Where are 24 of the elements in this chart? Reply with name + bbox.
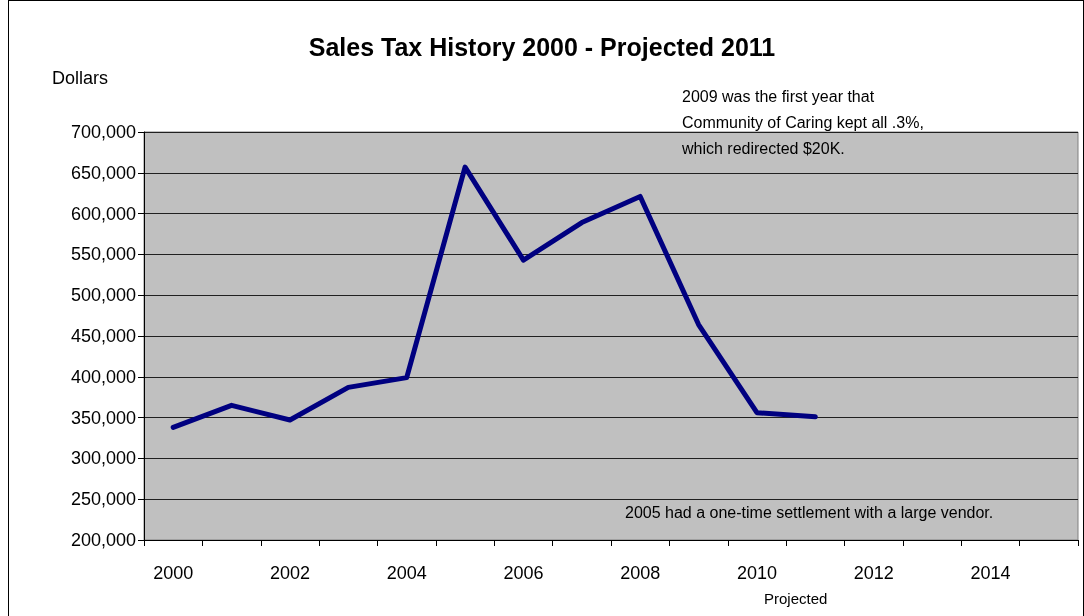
x-tick-label: 2010 xyxy=(736,563,777,583)
x-tick-label: 2006 xyxy=(503,563,544,583)
annotation: 2005 had a one-time settlement with a large vendor. xyxy=(625,503,994,521)
y-tick-label: 500,000 xyxy=(70,285,136,306)
x-tick-label: 2000 xyxy=(153,563,194,583)
annotation: 2009 was the first year that Community of Caring kept all .3%, which redirected $20K. xyxy=(681,87,924,157)
y-tick-label: 250,000 xyxy=(70,489,136,510)
y-tick-label: 700,000 xyxy=(70,122,136,142)
chart-title: Sales Tax History 2000 - Projected 2011 xyxy=(308,32,776,61)
y-tick-label: 200,000 xyxy=(70,530,136,550)
y-tick-label: 450,000 xyxy=(70,326,136,346)
x-tick-label: 2004 xyxy=(386,563,427,583)
x-tick-label: 2002 xyxy=(269,563,310,583)
x-tick-label: 2012 xyxy=(853,563,894,583)
x-tick-label: 2014 xyxy=(970,563,1011,583)
y-tick-label: 300,000 xyxy=(70,448,136,469)
y-axis-title: Dollars xyxy=(52,68,109,88)
y-tick-label: 650,000 xyxy=(70,162,136,183)
x-tick-label: 2008 xyxy=(620,563,661,583)
text: Projected xyxy=(764,590,828,607)
y-tick-label: 600,000 xyxy=(70,203,136,224)
y-tick-label: 350,000 xyxy=(70,407,136,428)
y-tick-label: 550,000 xyxy=(70,244,136,265)
y-tick-label: 400,000 xyxy=(70,366,136,387)
